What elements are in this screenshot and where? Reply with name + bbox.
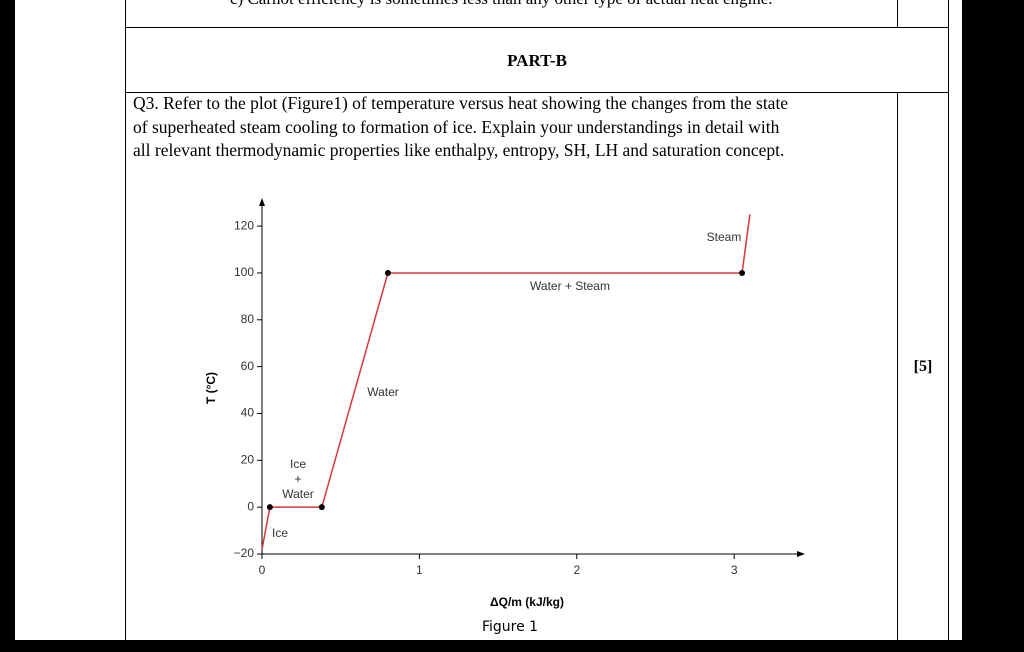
annotation: Ice <box>272 526 288 540</box>
question-line: Q3. Refer to the plot (Figure1) of tempe… <box>133 93 789 113</box>
data-line <box>261 214 751 550</box>
data-point <box>739 269 746 276</box>
y-tick-label: 20 <box>241 452 255 466</box>
page: c) Carnot efficiency is sometimes less t… <box>15 0 962 640</box>
marks: [5] <box>913 358 933 375</box>
data-point <box>266 504 273 511</box>
data-point <box>384 269 391 276</box>
figure-caption: Figure 1 <box>481 619 539 635</box>
data-point <box>318 504 325 511</box>
question-line: all relevant thermodynamic properties li… <box>133 140 785 160</box>
y-tick-label: 120 <box>234 218 254 232</box>
x-tick-label: 2 <box>573 563 580 577</box>
x-tick-label: 0 <box>259 563 266 577</box>
x-tick-label: 1 <box>416 563 423 577</box>
question-line: of superheated steam cooling to formatio… <box>133 117 780 137</box>
previous-row-text: c) Carnot efficiency is sometimes less t… <box>230 0 773 9</box>
x-tick-label: 3 <box>731 563 738 577</box>
annotation: + <box>294 472 301 486</box>
x-axis-arrow <box>797 551 805 557</box>
y-tick-label: 60 <box>241 359 255 373</box>
annotation: Water <box>367 385 399 399</box>
x-axis-title: ΔQ/m (kJ/kg) <box>490 595 564 609</box>
section-title: PART-B <box>507 51 567 70</box>
y-tick-label: −20 <box>234 546 255 560</box>
y-tick-label: 40 <box>241 406 255 420</box>
y-tick-label: 0 <box>247 499 254 513</box>
y-axis-arrow <box>259 198 265 206</box>
y-axis-title: T (°C) <box>204 372 218 404</box>
annotation: Water + Steam <box>530 279 610 293</box>
annotation: Ice <box>290 457 306 471</box>
y-tick-label: 100 <box>234 265 254 279</box>
annotation: Water <box>282 487 314 501</box>
annotation: Steam <box>707 230 742 244</box>
y-tick-label: 80 <box>241 312 255 326</box>
